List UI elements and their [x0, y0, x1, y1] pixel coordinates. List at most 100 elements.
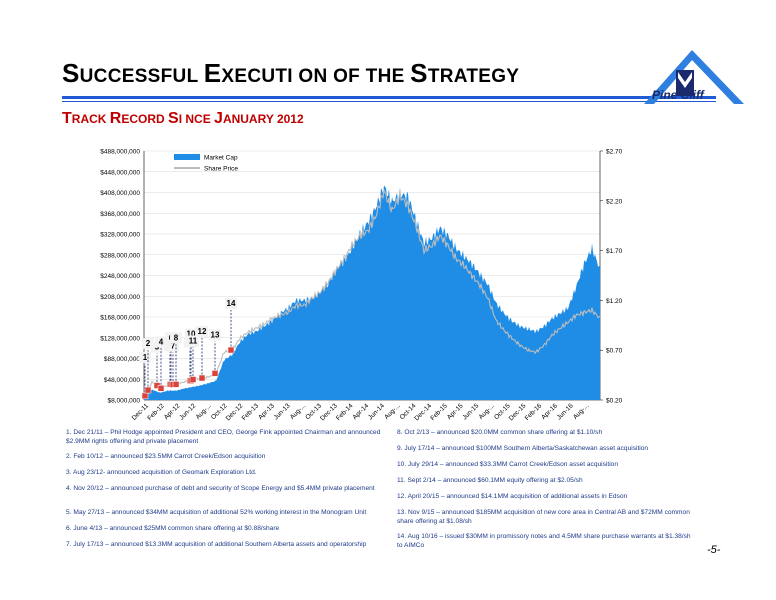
- subtitle-rest-4: ANUARY 2012: [222, 112, 304, 126]
- note-item: 11. Sept 2/14 – announced $60.1MM equity…: [397, 477, 583, 484]
- y-tick-right: $1.70: [606, 248, 623, 255]
- y-tick-left: $488,000,000: [100, 149, 140, 156]
- event-label: 1: [143, 353, 148, 362]
- event-marker: [227, 346, 235, 354]
- event-marker: [172, 381, 180, 388]
- event-label: 11: [189, 337, 198, 346]
- event-label-bg: [196, 326, 208, 338]
- x-tick-label: Jun-14: [367, 402, 386, 421]
- note-item: 12. April 20/15 – announced $14.1MM acqu…: [397, 493, 628, 500]
- note-item: 4. Nov 20/12 – announced purchase of deb…: [66, 485, 375, 492]
- x-tick-label: Jun-15: [461, 402, 480, 421]
- title-rule-thick: [62, 96, 716, 99]
- event-label-bg: [225, 298, 237, 310]
- title-cap-1: S: [62, 58, 80, 88]
- y-tick-left: $368,000,000: [100, 211, 140, 218]
- note-item: 7. July 17/13 – announced $13.3MM acquis…: [66, 541, 367, 548]
- event-label: 14: [227, 299, 236, 308]
- event-label: 12: [198, 327, 207, 336]
- y-tick-left: $88,000,000: [104, 356, 141, 363]
- x-tick-label: Aug-...: [572, 402, 591, 421]
- subtitle-rest-1: RACK: [71, 112, 110, 126]
- chart-events: 1234567891011121314: [139, 298, 237, 400]
- x-tick-label: Feb-16: [524, 402, 544, 422]
- legend-swatch-market-cap: [174, 154, 200, 160]
- x-tick-label: Jun-12: [178, 402, 197, 421]
- event-marker: [144, 386, 152, 394]
- y-tick-left: $288,000,000: [100, 252, 140, 259]
- event-label: 10: [187, 330, 196, 339]
- note-item: 13. Nov 9/15 – announced $185MM acquisit…: [397, 509, 690, 525]
- note-item: 14. Aug 10/16 – issued $30MM in promisso…: [397, 533, 691, 549]
- legend-label: Share Price: [204, 166, 238, 173]
- event-marker: [189, 376, 197, 383]
- page-subtitle: TRACK RECORD SI NCE JANUARY 2012: [62, 110, 304, 128]
- subtitle-cap-4: J: [214, 110, 223, 127]
- pine-cliff-logo: [644, 50, 744, 104]
- y-tick-right: $0.20: [606, 398, 623, 405]
- title-rule-thin: [62, 101, 716, 102]
- event-label-bg: [139, 351, 151, 363]
- y-tick-left: $408,000,000: [100, 190, 140, 197]
- event-marker: [211, 370, 219, 377]
- x-tick-label: Feb-12: [146, 402, 166, 422]
- subtitle-rest-3: I NCE: [178, 112, 215, 126]
- chart-legend: Market Cap Share Price: [174, 154, 238, 173]
- page-number: -5-: [707, 544, 721, 556]
- y-tick-left: $168,000,000: [100, 315, 140, 322]
- note-item: 8. Oct 2/13 – announced $20.0MM common s…: [397, 429, 603, 436]
- note-item: 10. July 29/14 – announced $33.3MM Carro…: [397, 461, 619, 468]
- x-tick-label: Feb-13: [241, 402, 261, 422]
- y-tick-right: $1.20: [606, 298, 623, 305]
- title-cap-2: E: [203, 58, 222, 88]
- y-tick-left: $48,000,000: [104, 377, 141, 384]
- y-tick-left: $8,000,000: [107, 398, 140, 405]
- y-tick-left: $248,000,000: [100, 273, 140, 280]
- y-tick-right: $2.20: [606, 198, 623, 205]
- event-label-bg: [209, 329, 221, 341]
- subtitle-rest-2: ECORD: [121, 112, 169, 126]
- y-tick-left: $208,000,000: [100, 294, 140, 301]
- event-label-bg: [167, 340, 179, 352]
- title-rest-3: TRATEGY: [427, 66, 520, 87]
- note-item: 9. July 17/14 – announced $100MM Souther…: [397, 445, 649, 452]
- event-label-bg: [142, 338, 154, 350]
- event-label: 2: [146, 339, 151, 348]
- note-item: 2. Feb 10/12 – announced $23.5MM Carrot …: [66, 453, 266, 460]
- subtitle-cap-3: S: [168, 110, 179, 127]
- event-label: 13: [211, 330, 220, 339]
- share-price-line: [143, 188, 601, 399]
- event-label: 7: [171, 342, 176, 351]
- x-tick-label: Aug-...: [195, 402, 214, 421]
- event-label-bg: [185, 328, 197, 340]
- title-rest-1: UCCESSFUL: [79, 66, 204, 87]
- event-label-bg: [170, 332, 182, 344]
- event-marker: [141, 392, 149, 400]
- event-label-bg: [187, 335, 199, 347]
- market-cap-area: [144, 185, 600, 400]
- x-tick-label: Aug-...: [289, 402, 308, 421]
- x-tick-label: Aug-...: [383, 402, 402, 421]
- x-tick-label: Jun-13: [273, 402, 292, 421]
- subtitle-cap-1: T: [62, 110, 72, 127]
- y-tick-left: $128,000,000: [100, 335, 140, 342]
- x-tick-label: Feb-14: [335, 402, 355, 422]
- event-label-bg: [155, 336, 167, 348]
- x-tick-label: Feb-15: [429, 402, 449, 422]
- subtitle-cap-2: R: [109, 110, 122, 127]
- page-title: SUCCESSFUL EXECUTI ON OF THE STRATEGY: [62, 58, 519, 89]
- x-tick-label: Jun-16: [556, 402, 575, 421]
- note-item: 3. Aug 23/12- announced acquisition of G…: [66, 469, 257, 476]
- x-tick-label: Aug-...: [478, 402, 497, 421]
- note-item: 6. June 4/13 – announced $25MM common sh…: [66, 525, 280, 532]
- event-marker: [198, 374, 206, 382]
- title-rest-2: XECUTI ON OF THE: [221, 66, 411, 87]
- y-tick-right: $2.70: [606, 149, 623, 156]
- note-item: 5. May 27/13 – announced $34MM acquisiti…: [66, 509, 367, 516]
- y-tick-left: $328,000,000: [100, 232, 140, 239]
- y-tick-left: $448,000,000: [100, 169, 140, 176]
- market-cap-chart: $8,000,000 $48,000,000 $88,000,000 $128,000…: [100, 149, 623, 423]
- chart-series: [143, 185, 601, 400]
- logo-text: Pine Cliff: [652, 88, 704, 102]
- legend-label: Market Cap: [204, 155, 238, 162]
